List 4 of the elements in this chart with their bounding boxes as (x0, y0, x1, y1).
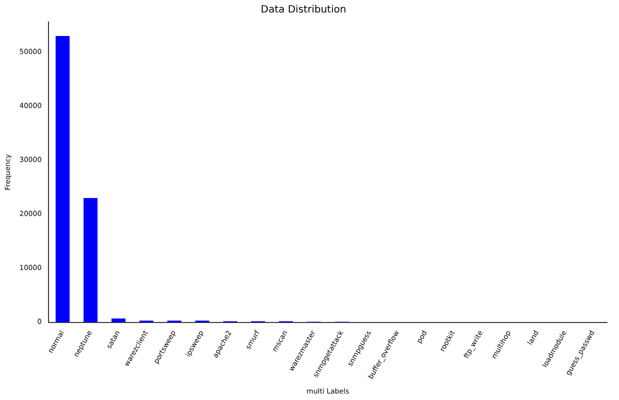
bar (56, 36, 70, 322)
bar (84, 198, 98, 322)
bar (111, 318, 126, 322)
chart-title: Data Distribution (260, 4, 346, 16)
